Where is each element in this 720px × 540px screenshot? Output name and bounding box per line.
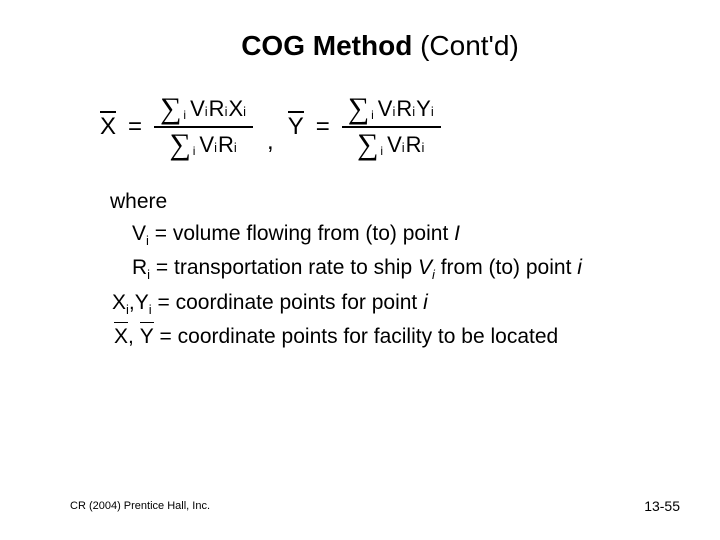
def-ri: Ri = transportation rate to ship Vi from…: [132, 253, 680, 285]
sigma-sub: i: [193, 144, 196, 158]
y-label: Y: [288, 113, 304, 140]
y-bar-inline: Y: [140, 322, 154, 352]
sigma-icon: ∑: [169, 130, 190, 160]
sigma-icon: ∑: [160, 94, 181, 124]
x-bar-symbol: X: [100, 113, 116, 141]
footer-copyright: CR (2004) Prentice Hall, Inc.: [70, 500, 210, 512]
numerator-y: ∑ i ViRiYi: [342, 92, 441, 126]
comma: ,: [261, 128, 280, 156]
sigma-icon: ∑: [357, 130, 378, 160]
title-bold: COG Method: [241, 30, 412, 61]
term-vrx: ViRiXi: [190, 96, 247, 122]
numerator-x: ∑ i ViRiXi: [154, 92, 253, 126]
x-label: X: [100, 113, 116, 140]
def-xiyi: Xi,Yi = coordinate points for point i: [112, 288, 680, 320]
sigma-sub: i: [380, 144, 383, 158]
denominator-y: ∑ i ViRi: [351, 128, 431, 162]
equals-sign: =: [124, 113, 146, 141]
where-heading: where: [110, 187, 680, 217]
fraction-x: ∑ i ViRiXi ∑ i ViRi: [154, 92, 253, 162]
denominator-x: ∑ i ViRi: [163, 128, 243, 162]
term-vr: ViRi: [199, 132, 237, 158]
slide: COG Method (Cont'd) X = ∑ i ViRiXi ∑: [0, 0, 720, 540]
definitions: Vi = volume flowing from (to) point I Ri…: [132, 219, 680, 352]
fraction-y: ∑ i ViRiYi ∑ i ViRi: [342, 92, 441, 162]
overbar-icon: [140, 322, 154, 324]
sigma-icon: ∑: [348, 94, 369, 124]
slide-number: 13-55: [644, 498, 680, 514]
term-vr: ViRi: [387, 132, 425, 158]
formula-block: X = ∑ i ViRiXi ∑ i ViRi: [100, 92, 680, 162]
overbar-icon: [288, 111, 304, 113]
y-bar-symbol: Y: [288, 113, 304, 141]
page-title: COG Method (Cont'd): [80, 30, 680, 62]
overbar-icon: [114, 322, 128, 324]
overbar-icon: [100, 111, 116, 113]
x-bar-inline: X: [114, 322, 128, 352]
equals-sign: =: [312, 113, 334, 141]
sigma-sub: i: [183, 108, 186, 122]
formula-row: X = ∑ i ViRiXi ∑ i ViRi: [100, 92, 680, 162]
where-block: where Vi = volume flowing from (to) poin…: [110, 187, 680, 352]
term-vry: ViRiYi: [378, 96, 435, 122]
def-vi: Vi = volume flowing from (to) point I: [132, 219, 680, 251]
def-xbarybar: X, Y = coordinate points for facility to…: [114, 322, 680, 352]
sigma-sub: i: [371, 108, 374, 122]
title-normal: (Cont'd): [412, 30, 519, 61]
